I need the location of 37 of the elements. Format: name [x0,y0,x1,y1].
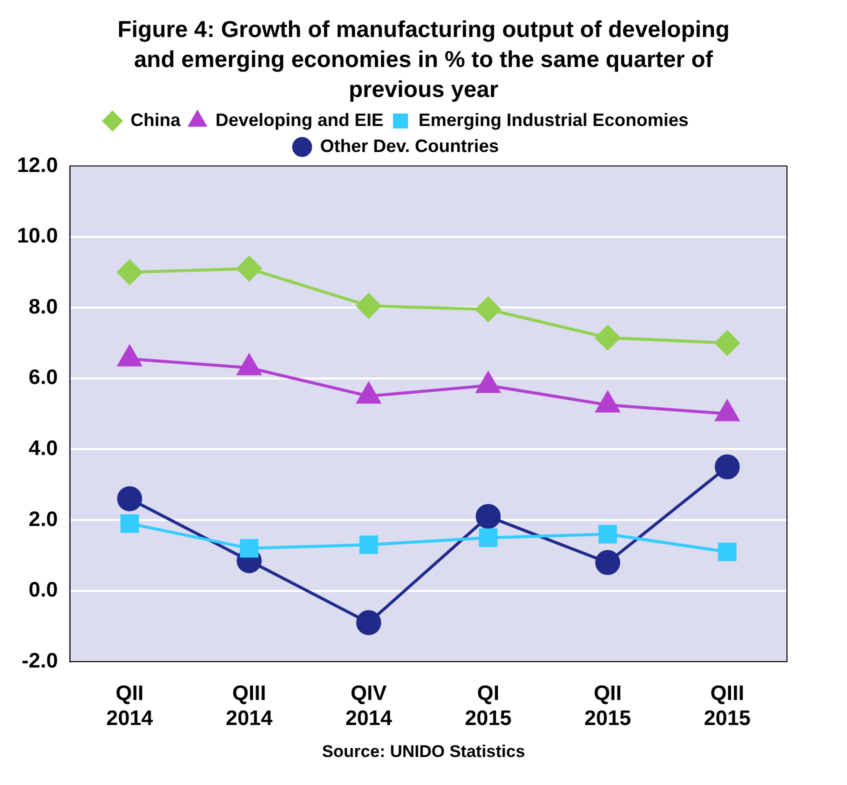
y-tick-label: 10.0 [16,224,58,248]
y-tick-label: -2.0 [22,649,58,672]
point [476,296,501,322]
chart-title: Figure 4: Growth of manufacturing output of developing and emerging economies in % to the same quarter of previous year [116,15,730,104]
y-tick-label: 12.0 [16,154,58,177]
source-note: Source: UNIDO Statistics [320,742,526,762]
x-tick-label: QII 2015 [584,682,632,730]
point [595,550,620,575]
legend-label: China [130,110,182,130]
x-tick-label: QII 2014 [106,682,154,730]
point [236,256,262,282]
y-tick-label: 6.0 [28,366,58,390]
x-tick-label: QIII 2015 [704,682,751,730]
point [714,330,740,356]
legend-label: Developing and EIE [215,110,384,130]
point [714,454,740,480]
x-tick-label: QIV 2014 [345,682,392,730]
legend-label: Other Dev. Countries [320,136,499,156]
point [117,260,142,285]
point [240,539,258,558]
x-tick-label: QIII 2014 [226,682,273,730]
y-tick-label: 4.0 [28,436,58,460]
point [718,542,737,562]
point [359,536,378,554]
point [117,486,142,512]
x-tick-label: QI 2015 [464,682,512,730]
point [598,524,617,544]
point [595,325,620,350]
y-tick-label: 8.0 [28,295,58,318]
point [476,504,501,529]
point [356,610,382,636]
y-tick-label: 2.0 [28,508,58,531]
y-tick-label: 0.0 [28,578,58,602]
point [120,514,139,533]
point [356,293,382,318]
point [478,528,498,547]
legend-label: Emerging Industrial Economies [418,110,689,130]
